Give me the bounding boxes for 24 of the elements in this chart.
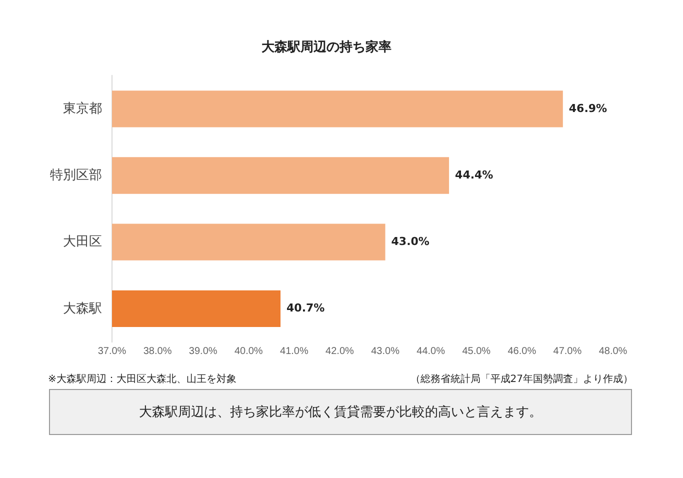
x-tick-label: 42.0% bbox=[326, 346, 354, 357]
x-tick-label: 41.0% bbox=[280, 346, 308, 357]
x-tick-label: 40.0% bbox=[234, 346, 263, 357]
x-tick-label: 45.0% bbox=[462, 346, 491, 357]
y-tick-label: 大森駅 bbox=[63, 300, 102, 316]
x-tick-label: 39.0% bbox=[188, 346, 218, 357]
data-label: 43.0% bbox=[391, 234, 430, 248]
x-tick-label: 46.0% bbox=[508, 346, 536, 357]
chart-title: 大森駅周辺の持ち家率 bbox=[262, 39, 392, 56]
data-label: 44.4% bbox=[455, 168, 494, 182]
y-tick-label: 大田区 bbox=[63, 234, 102, 249]
x-tick-label: 38.0% bbox=[143, 346, 172, 357]
data-label: 40.7% bbox=[286, 302, 325, 315]
x-tick-label: 37.0% bbox=[98, 346, 126, 357]
x-tick-label: 44.0% bbox=[416, 346, 446, 357]
data-label: 46.9% bbox=[568, 102, 608, 115]
text: ※大森駅周辺：大田区大森北、山王を対象 bbox=[48, 372, 236, 386]
x-tick-label: 47.0% bbox=[553, 346, 582, 357]
text: （総務省統計局「平成27年国勢調査」より作成） bbox=[410, 372, 633, 386]
y-tick-label: 特別区部 bbox=[50, 167, 102, 182]
y-tick-label: 東京都 bbox=[63, 100, 102, 116]
x-tick-label: 43.0% bbox=[371, 346, 400, 357]
text: 大森駅周辺は、持ち家比率が低く賃貸需要が比較的高いと言えます。 bbox=[49, 389, 632, 435]
x-tick-label: 48.0% bbox=[598, 346, 628, 357]
